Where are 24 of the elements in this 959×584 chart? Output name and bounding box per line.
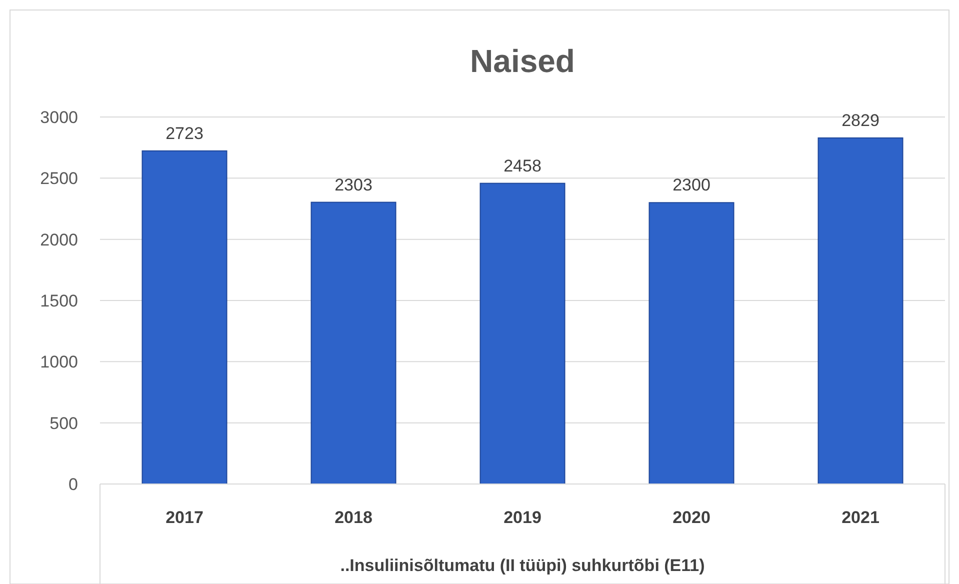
y-tick-label: 500 — [50, 414, 78, 433]
x-tick-label: 2017 — [166, 508, 204, 527]
y-tick-label: 1500 — [40, 291, 78, 310]
y-tick-label: 2000 — [40, 230, 78, 250]
chart-title: Naised — [470, 43, 575, 79]
x-tick-label: 2018 — [334, 508, 372, 527]
data-label: 2303 — [334, 175, 372, 194]
bar — [818, 137, 904, 484]
bar — [142, 150, 228, 484]
y-tick-label: 1000 — [40, 352, 78, 372]
bar — [648, 202, 734, 484]
y-tick-label: 3000 — [40, 108, 78, 127]
x-tick-label: 2021 — [842, 508, 880, 527]
x-axis-title: ..Insuliinisõltumatu (II tüüpi) suhkurtõbi (E11) — [340, 556, 705, 575]
data-label: 2458 — [504, 156, 542, 176]
data-label: 2829 — [842, 110, 880, 130]
bar — [310, 202, 396, 484]
y-tick-label: 0 — [68, 474, 78, 494]
x-tick-label: 2020 — [672, 508, 710, 527]
bar — [480, 182, 566, 484]
x-tick-label: 2019 — [504, 508, 542, 527]
data-label: 2723 — [166, 124, 204, 143]
y-tick-label: 2500 — [40, 169, 78, 188]
data-label: 2300 — [672, 176, 710, 195]
